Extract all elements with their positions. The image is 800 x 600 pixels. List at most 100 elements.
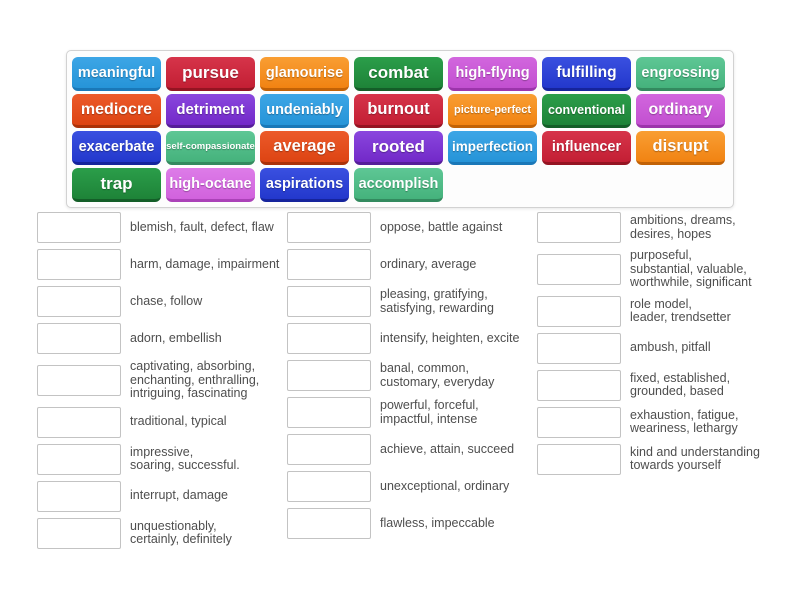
word-tile-average[interactable]: average bbox=[260, 131, 349, 165]
definition-text: traditional, typical bbox=[130, 414, 227, 429]
answer-slot[interactable] bbox=[287, 434, 371, 465]
answer-slot[interactable] bbox=[37, 443, 121, 475]
answer-slot[interactable] bbox=[37, 286, 121, 317]
word-tile-pursue[interactable]: pursue bbox=[166, 57, 255, 91]
word-tile-trap[interactable]: trap bbox=[72, 168, 161, 202]
word-tile-picture-perfect[interactable]: picture-perfect bbox=[448, 94, 537, 128]
word-tile-conventional[interactable]: conventional bbox=[542, 94, 631, 128]
match-row: blemish, fault, defect, flaw bbox=[37, 212, 287, 243]
definition-text: powerful, forceful, impactful, intense bbox=[380, 398, 479, 426]
word-tile-ordinary[interactable]: ordinary bbox=[636, 94, 725, 128]
match-column: oppose, battle against ordinary, average p… bbox=[287, 212, 537, 555]
match-row: fixed, established, grounded, based bbox=[537, 369, 787, 401]
match-row: intensify, heighten, excite bbox=[287, 323, 537, 354]
match-row: exhaustion, fatigue, weariness, lethargy bbox=[537, 406, 787, 438]
answer-slot[interactable] bbox=[287, 360, 371, 391]
word-tile-detriment[interactable]: detriment bbox=[166, 94, 255, 128]
tile-row: trap high-octane aspirations accomplish bbox=[72, 168, 728, 202]
definition-text: blemish, fault, defect, flaw bbox=[130, 219, 274, 234]
match-row: chase, follow bbox=[37, 286, 287, 317]
definition-text: chase, follow bbox=[130, 293, 203, 308]
answer-slot[interactable] bbox=[37, 212, 121, 243]
definition-text: impressive, soaring, successful. bbox=[130, 444, 240, 472]
answer-slot[interactable] bbox=[537, 212, 621, 243]
match-row: traditional, typical bbox=[37, 406, 287, 438]
answer-slot[interactable] bbox=[37, 323, 121, 354]
word-tile-influencer[interactable]: influencer bbox=[542, 131, 631, 165]
definition-text: banal, common, customary, everyday bbox=[380, 361, 495, 389]
tile-row: mediocre detriment undeniably burnout pictur… bbox=[72, 94, 728, 128]
word-tile-undeniably[interactable]: undeniably bbox=[260, 94, 349, 128]
match-column: blemish, fault, defect, flaw harm, damage… bbox=[37, 212, 287, 555]
answer-slot[interactable] bbox=[287, 249, 371, 280]
word-tile-combat[interactable]: combat bbox=[354, 57, 443, 91]
answer-slot[interactable] bbox=[37, 517, 121, 549]
tile-row: meaningful pursue glamourise combat high-fly… bbox=[72, 57, 728, 91]
definition-text: purposeful, substantial, valuable, worth… bbox=[630, 248, 752, 289]
definition-text: harm, damage, impairment bbox=[130, 256, 280, 271]
word-tile-fulfilling[interactable]: fulfilling bbox=[542, 57, 631, 91]
word-tile-rooted[interactable]: rooted bbox=[354, 131, 443, 165]
match-row: unexceptional, ordinary bbox=[287, 471, 537, 502]
answer-slot[interactable] bbox=[537, 295, 621, 327]
answer-slot[interactable] bbox=[287, 508, 371, 539]
definition-text: kind and understanding towards yourself bbox=[630, 444, 760, 472]
definition-text: adorn, embellish bbox=[130, 330, 222, 345]
answer-slot[interactable] bbox=[37, 249, 121, 280]
match-row: kind and understanding towards yourself bbox=[537, 443, 787, 475]
answer-slot[interactable] bbox=[537, 443, 621, 475]
word-tile-exacerbate[interactable]: exacerbate bbox=[72, 131, 161, 165]
word-tile-high-octane[interactable]: high-octane bbox=[166, 168, 255, 202]
definition-text: fixed, established, grounded, based bbox=[630, 370, 731, 398]
definition-text: pleasing, gratifying, satisfying, reward… bbox=[380, 287, 494, 315]
word-tile-high-flying[interactable]: high-flying bbox=[448, 57, 537, 91]
answer-slot[interactable] bbox=[287, 212, 371, 243]
match-row: ambush, pitfall bbox=[537, 332, 787, 364]
answer-slot[interactable] bbox=[287, 323, 371, 354]
definition-text: oppose, battle against bbox=[380, 219, 503, 234]
answer-slot[interactable] bbox=[537, 369, 621, 401]
word-bank-panel: meaningful pursue glamourise combat high-fly… bbox=[66, 50, 734, 208]
match-row: ordinary, average bbox=[287, 249, 537, 280]
match-row: flawless, impeccable bbox=[287, 508, 537, 539]
definition-text: exhaustion, fatigue, weariness, lethargy bbox=[630, 407, 739, 435]
word-tile-self-compassionate[interactable]: self-compassionate bbox=[166, 131, 255, 165]
answer-slot[interactable] bbox=[37, 480, 121, 512]
answer-slot[interactable] bbox=[287, 471, 371, 502]
match-row: ambitions, dreams, desires, hopes bbox=[537, 212, 787, 243]
definition-text: ambush, pitfall bbox=[630, 340, 711, 355]
definition-text: captivating, absorbing, enchanting, enth… bbox=[130, 359, 260, 400]
word-tile-burnout[interactable]: burnout bbox=[354, 94, 443, 128]
match-row: powerful, forceful, impactful, intense bbox=[287, 397, 537, 428]
answer-slot[interactable] bbox=[537, 406, 621, 438]
match-row: unquestionably, certainly, definitely bbox=[37, 517, 287, 549]
answer-slot[interactable] bbox=[537, 253, 621, 285]
word-tile-aspirations[interactable]: aspirations bbox=[260, 168, 349, 202]
answer-slot[interactable] bbox=[287, 286, 371, 317]
match-row: purposeful, substantial, valuable, worth… bbox=[537, 248, 787, 290]
match-row: banal, common, customary, everyday bbox=[287, 360, 537, 391]
answer-slot[interactable] bbox=[37, 406, 121, 438]
tile-row: exacerbate self-compassionate average roote… bbox=[72, 131, 728, 165]
word-tile-engrossing[interactable]: engrossing bbox=[636, 57, 725, 91]
word-tile-meaningful[interactable]: meaningful bbox=[72, 57, 161, 91]
match-row: interrupt, damage bbox=[37, 480, 287, 512]
match-row: impressive, soaring, successful. bbox=[37, 443, 287, 475]
word-tile-glamourise[interactable]: glamourise bbox=[260, 57, 349, 91]
match-column: ambitions, dreams, desires, hopes purpose… bbox=[537, 212, 787, 555]
word-tile-imperfection[interactable]: imperfection bbox=[448, 131, 537, 165]
answer-slot[interactable] bbox=[37, 364, 121, 396]
word-tile-accomplish[interactable]: accomplish bbox=[354, 168, 443, 202]
match-row: oppose, battle against bbox=[287, 212, 537, 243]
match-row: pleasing, gratifying, satisfying, reward… bbox=[287, 286, 537, 317]
definition-text: unexceptional, ordinary bbox=[380, 478, 510, 493]
answer-slot[interactable] bbox=[537, 332, 621, 364]
definition-text: achieve, attain, succeed bbox=[380, 441, 515, 456]
word-tile-disrupt[interactable]: disrupt bbox=[636, 131, 725, 165]
definition-text: ordinary, average bbox=[380, 256, 477, 271]
match-row: captivating, absorbing, enchanting, enth… bbox=[37, 359, 287, 401]
answer-slot[interactable] bbox=[287, 397, 371, 428]
word-tile-mediocre[interactable]: mediocre bbox=[72, 94, 161, 128]
match-row: achieve, attain, succeed bbox=[287, 434, 537, 465]
definition-text: unquestionably, certainly, definitely bbox=[130, 518, 232, 546]
